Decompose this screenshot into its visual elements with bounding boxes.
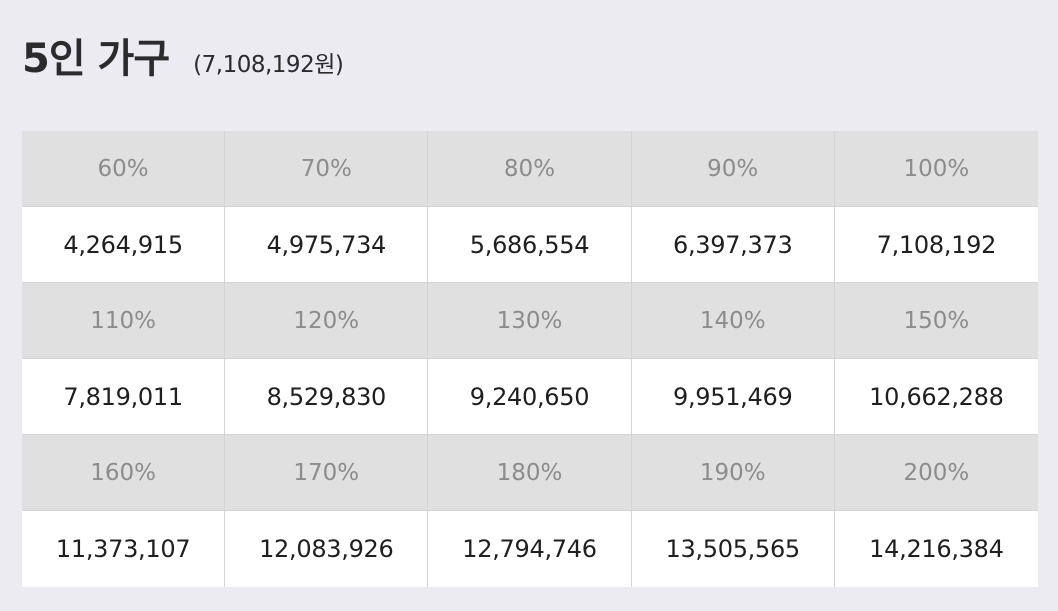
amount-cell: 12,794,746 bbox=[428, 511, 632, 587]
amount-cell: 8,529,830 bbox=[225, 359, 429, 435]
page-title: 5인 가구 bbox=[22, 36, 170, 82]
percent-header-cell: 150% bbox=[834, 283, 1038, 359]
amount-cell: 7,819,011 bbox=[22, 359, 226, 435]
amount-cell: 11,373,107 bbox=[22, 511, 226, 587]
percent-header-cell: 60% bbox=[22, 131, 226, 207]
percent-header-cell: 120% bbox=[225, 283, 429, 359]
income-table: 60% 70% 80% 90% 100% 4,264,915 4,975,734… bbox=[22, 131, 1038, 587]
amount-cell: 7,108,192 bbox=[834, 207, 1038, 283]
percent-header-cell: 90% bbox=[631, 131, 835, 207]
percent-header-cell: 110% bbox=[22, 283, 226, 359]
percent-header-cell: 70% bbox=[225, 131, 429, 207]
amount-cell: 4,264,915 bbox=[22, 207, 226, 283]
percent-header-cell: 170% bbox=[225, 435, 429, 511]
percent-header-cell: 100% bbox=[834, 131, 1038, 207]
percent-header-cell: 80% bbox=[428, 131, 632, 207]
amount-cell: 6,397,373 bbox=[631, 207, 835, 283]
amount-cell: 12,083,926 bbox=[225, 511, 429, 587]
amount-cell: 9,951,469 bbox=[631, 359, 835, 435]
page-header: 5인 가구 (7,108,192원) bbox=[22, 26, 344, 84]
amount-cell: 5,686,554 bbox=[428, 207, 632, 283]
percent-header-cell: 200% bbox=[834, 435, 1038, 511]
amount-cell: 4,975,734 bbox=[225, 207, 429, 283]
percent-header-cell: 190% bbox=[631, 435, 835, 511]
amount-cell: 10,662,288 bbox=[834, 359, 1038, 435]
percent-header-cell: 140% bbox=[631, 283, 835, 359]
percent-header-cell: 130% bbox=[428, 283, 632, 359]
percent-header-cell: 180% bbox=[428, 435, 632, 511]
amount-cell: 13,505,565 bbox=[631, 511, 835, 587]
amount-cell: 9,240,650 bbox=[428, 359, 632, 435]
amount-cell: 14,216,384 bbox=[834, 511, 1038, 587]
percent-header-cell: 160% bbox=[22, 435, 226, 511]
page-subtitle: (7,108,192원) bbox=[193, 52, 344, 78]
